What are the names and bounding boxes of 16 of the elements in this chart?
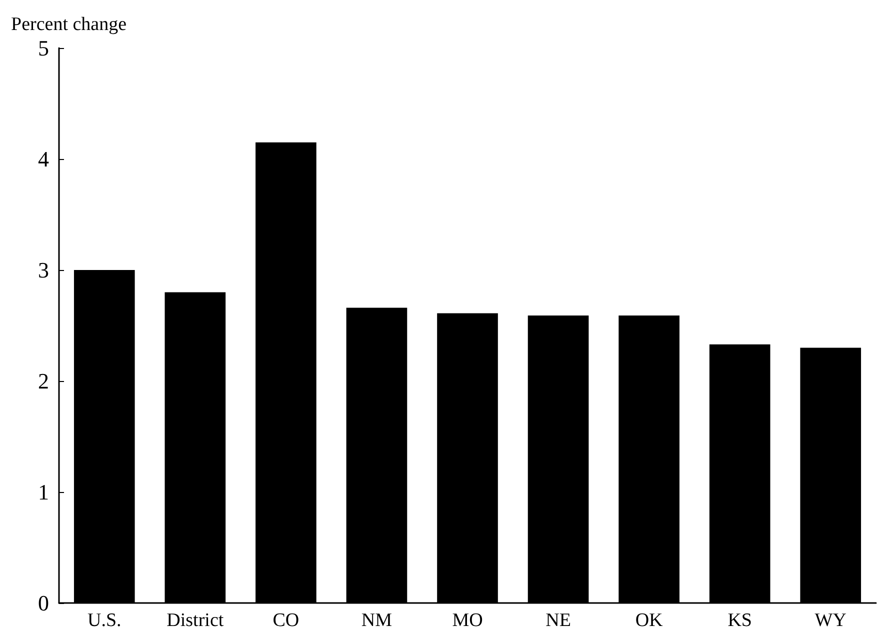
x-tick-label: WY — [814, 610, 847, 631]
y-tick-label: 2 — [38, 368, 49, 394]
y-axis-title: Percent change — [11, 14, 127, 35]
y-tick-label: 1 — [38, 480, 49, 504]
x-tick-label: District — [166, 610, 224, 631]
x-tick-label: KS — [728, 610, 752, 631]
x-tick-label: OK — [635, 610, 664, 631]
x-tick-label: U.S. — [87, 610, 122, 631]
x-tick-label: NE — [546, 610, 571, 631]
y-tick-label: 4 — [38, 146, 49, 172]
y-tick-label: 5 — [38, 36, 49, 60]
y-tick-label: 0 — [38, 590, 49, 616]
x-tick-label: NM — [361, 610, 392, 631]
x-tick-label: CO — [272, 610, 300, 631]
y-tick-label: 3 — [38, 258, 49, 282]
x-tick-label: MO — [452, 610, 483, 631]
